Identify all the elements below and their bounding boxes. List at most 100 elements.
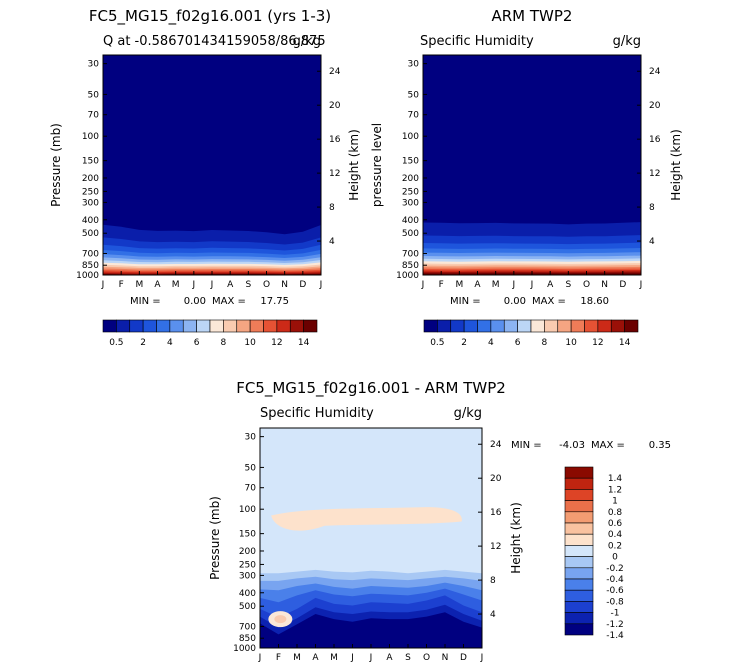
month-tick-label: N <box>281 280 288 290</box>
month-tick-label: D <box>299 280 306 290</box>
contour-band <box>260 612 482 648</box>
panel-obs-max-value: 18.60 <box>580 296 609 307</box>
month-tick-label: N <box>442 653 449 663</box>
colorbar-swatch <box>564 522 594 535</box>
panel-obs-max-label: MAX = <box>532 296 566 307</box>
pressure-tick-label: 850 <box>82 261 99 271</box>
height-tick-label: 24 <box>649 67 661 77</box>
height-tick-label: 8 <box>329 203 335 213</box>
colorbar-swatch <box>564 623 594 636</box>
colorbar-swatch <box>564 578 594 591</box>
colorbar-obs: 0.5 2 4 6 8 10 12 14 <box>423 319 639 348</box>
pressure-tick-label: 200 <box>82 174 99 184</box>
panel-diff-min-label: MIN = <box>511 440 542 451</box>
colorbar-swatch <box>530 319 545 333</box>
panel-obs-min-value: 0.00 <box>504 296 526 307</box>
pressure-tick-label: 70 <box>245 484 257 494</box>
panel-model-title: FC5_MG15_f02g16.001 (yrs 1-3) <box>89 7 331 26</box>
colorbar-swatch <box>610 319 625 333</box>
colorbar-swatch <box>236 319 251 333</box>
panel-model-max-label: MAX = <box>212 296 246 307</box>
panel-model-ylabel-right: Height (km) <box>347 129 361 200</box>
height-tick-label: 4 <box>329 237 335 247</box>
pressure-tick-label: 100 <box>239 505 256 515</box>
colorbar-label: 8 <box>221 338 227 348</box>
month-tick-label: D <box>619 280 626 290</box>
panel-diff-ylabel-right: Height (km) <box>509 502 523 573</box>
panel-diff-min-value: -4.03 <box>559 440 585 451</box>
month-tick-label: S <box>405 653 411 663</box>
month-tick-label: A <box>227 280 234 290</box>
colorbar-swatch <box>156 319 171 333</box>
panel-obs-contours <box>423 55 641 275</box>
pressure-tick-label: 700 <box>82 249 99 259</box>
panel-obs-subtitle: Specific Humidity <box>420 34 534 49</box>
colorbar-label: 0.8 <box>608 508 623 518</box>
month-tick-label: M <box>455 280 463 290</box>
height-tick-label: 24 <box>329 67 341 77</box>
month-tick-label: J <box>421 280 425 290</box>
pressure-tick-label: 500 <box>239 602 256 612</box>
colorbar-label: 6 <box>194 338 200 348</box>
pressure-tick-label: 70 <box>88 111 100 121</box>
panel-model-units: g/kg <box>293 34 321 49</box>
month-tick-label: J <box>350 653 354 663</box>
colorbar-label: -1.4 <box>606 631 624 641</box>
month-tick-label: J <box>512 280 516 290</box>
colorbar-label: 10 <box>244 338 256 348</box>
pressure-tick-label: 1000 <box>233 644 256 654</box>
month-tick-label: S <box>565 280 571 290</box>
colorbar-swatch <box>564 533 594 546</box>
month-tick-label: A <box>312 653 319 663</box>
month-tick-label: N <box>601 280 608 290</box>
pressure-tick-label: 150 <box>82 157 99 167</box>
height-tick-label: 12 <box>329 169 340 179</box>
colorbar-swatch <box>557 319 572 333</box>
colorbar-label: 0.5 <box>109 338 123 348</box>
height-tick-label: 20 <box>649 101 661 111</box>
pressure-tick-label: 700 <box>402 249 419 259</box>
month-tick-label: A <box>386 653 393 663</box>
colorbar-swatch <box>564 489 594 501</box>
pressure-tick-label: 100 <box>82 132 99 142</box>
colorbar-swatch <box>182 319 197 333</box>
colorbar-swatch <box>142 319 157 333</box>
panel-obs: ARM TWP2 Specific Humidity g/kg 30 50 70 10… <box>370 7 683 307</box>
colorbar-label: 4 <box>167 338 173 348</box>
panel-obs-min-label: MIN = <box>450 296 481 307</box>
pressure-tick-label: 400 <box>82 216 99 226</box>
month-tick-label: M <box>330 653 338 663</box>
month-tick-label: J <box>369 653 373 663</box>
month-tick-label: M <box>492 280 500 290</box>
colorbar-label: -0.2 <box>606 564 624 574</box>
month-tick-label: O <box>263 280 270 290</box>
colorbar-swatch <box>503 319 518 333</box>
colorbar-label: 1 <box>612 497 618 507</box>
colorbar-swatch <box>570 319 585 333</box>
colorbar-label: -0.8 <box>606 597 624 607</box>
month-tick-label: F <box>439 280 444 290</box>
pressure-tick-label: 150 <box>402 157 419 167</box>
pressure-tick-label: 300 <box>402 198 419 208</box>
colorbar-swatch <box>276 319 291 333</box>
pressure-tick-label: 50 <box>408 90 420 100</box>
colorbar-swatch <box>564 556 594 569</box>
colorbar-swatch <box>477 319 492 333</box>
panel-diff-max-value: 0.35 <box>649 440 671 451</box>
colorbar-label: 8 <box>542 338 548 348</box>
pressure-tick-label: 100 <box>402 132 419 142</box>
colorbar-swatch <box>102 319 117 333</box>
pressure-tick-label: 850 <box>402 261 419 271</box>
colorbar-label: 12 <box>592 338 603 348</box>
colorbar-swatch <box>209 319 224 333</box>
panel-diff-title: FC5_MG15_f02g16.001 - ARM TWP2 <box>236 379 506 398</box>
colorbar-swatch <box>463 319 478 333</box>
colorbar-label: 4 <box>488 338 494 348</box>
height-tick-label: 4 <box>649 237 655 247</box>
pressure-tick-label: 250 <box>239 560 256 570</box>
colorbar-swatch <box>450 319 465 333</box>
